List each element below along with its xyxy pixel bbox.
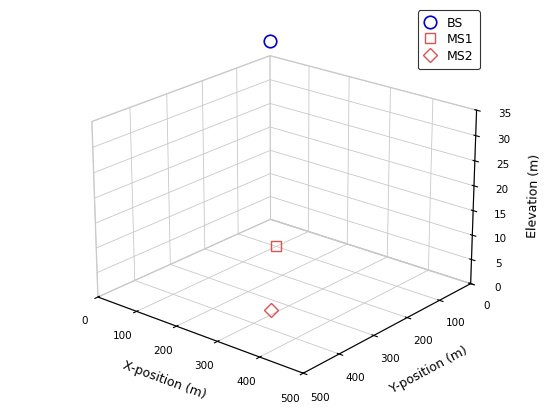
Legend: BS, MS1, MS2: BS, MS1, MS2	[418, 10, 479, 69]
X-axis label: X-position (m): X-position (m)	[121, 359, 208, 402]
Y-axis label: Y-position (m): Y-position (m)	[388, 344, 469, 396]
